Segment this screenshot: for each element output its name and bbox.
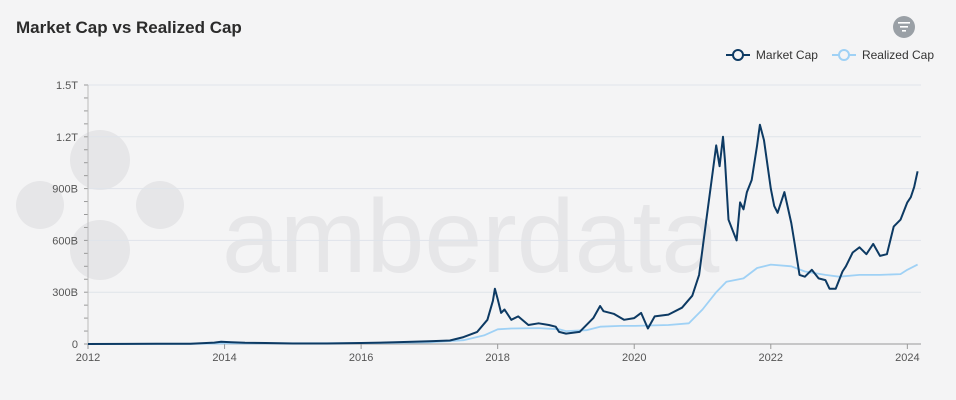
y-tick-label: 1.5T [56,80,78,92]
x-tick-label: 2020 [622,352,646,364]
filter-icon [898,22,910,32]
legend-swatch-realized-cap [831,48,856,62]
chart-legend: Market Cap Realized Cap [725,48,934,62]
chart-title: Market Cap vs Realized Cap [16,18,242,37]
x-tick-label: 2022 [759,352,783,364]
x-tick-label: 2018 [485,352,509,364]
y-tick-label: 0 [72,339,78,351]
legend-swatch-market-cap [725,48,750,62]
legend-label-market-cap: Market Cap [755,48,818,62]
legend-item-realized-cap[interactable]: Realized Cap [831,48,934,62]
y-tick-label: 900B [52,184,78,196]
x-tick-label: 2012 [76,352,100,364]
x-tick-label: 2016 [349,352,373,364]
y-tick-label: 300B [52,287,78,299]
x-tick-label: 2014 [212,352,236,364]
y-tick-label: 600B [52,235,78,247]
watermark-text: amberdata [222,179,719,295]
y-tick-label: 1.2T [56,132,78,144]
legend-label-realized-cap: Realized Cap [861,48,934,62]
market-cap-line [87,123,919,345]
filter-button[interactable] [893,16,915,38]
x-tick-label: 2024 [895,352,919,364]
watermark-logo [16,130,184,280]
legend-item-market-cap[interactable]: Market Cap [725,48,818,62]
